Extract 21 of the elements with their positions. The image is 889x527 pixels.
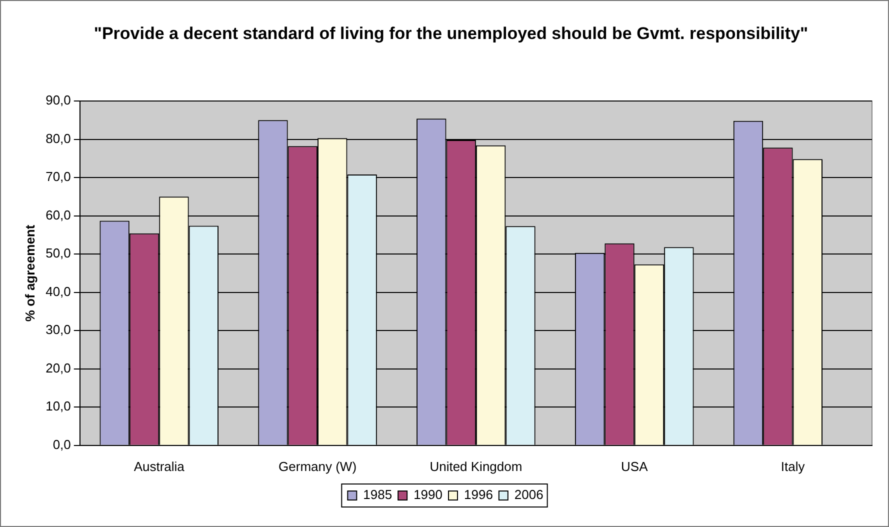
y-tick-label: 80,0 — [46, 130, 71, 146]
x-tick-label: USA — [621, 458, 648, 474]
y-tick-label: 30,0 — [46, 322, 71, 338]
y-tick-label: 90,0 — [46, 92, 71, 108]
x-tick-label: Germany (W) — [278, 458, 357, 474]
legend-label: 1996 — [464, 487, 493, 502]
y-tick-label: 70,0 — [46, 169, 71, 184]
chart-title: "Provide a decent standard of living for the unemployed should be Gvmt. responsibility" — [92, 23, 810, 45]
legend-label: 2006 — [514, 487, 544, 502]
y-tick-label: 0,0 — [52, 436, 71, 452]
y-tick-label: 40,0 — [46, 284, 71, 299]
x-tick-label: Australia — [134, 458, 186, 474]
y-tick-label: 50,0 — [46, 246, 71, 261]
legend-label: 1985 — [363, 487, 392, 502]
y-tick-label: 20,0 — [46, 360, 71, 376]
y-axis-title: % of agreement — [22, 224, 38, 322]
y-tick-label: 10,0 — [46, 398, 71, 414]
legend-label: 1990 — [414, 487, 442, 502]
x-tick-label: United Kingdom — [430, 458, 522, 474]
x-tick-label: Italy — [780, 458, 806, 474]
y-tick-label: 60,0 — [46, 207, 71, 222]
